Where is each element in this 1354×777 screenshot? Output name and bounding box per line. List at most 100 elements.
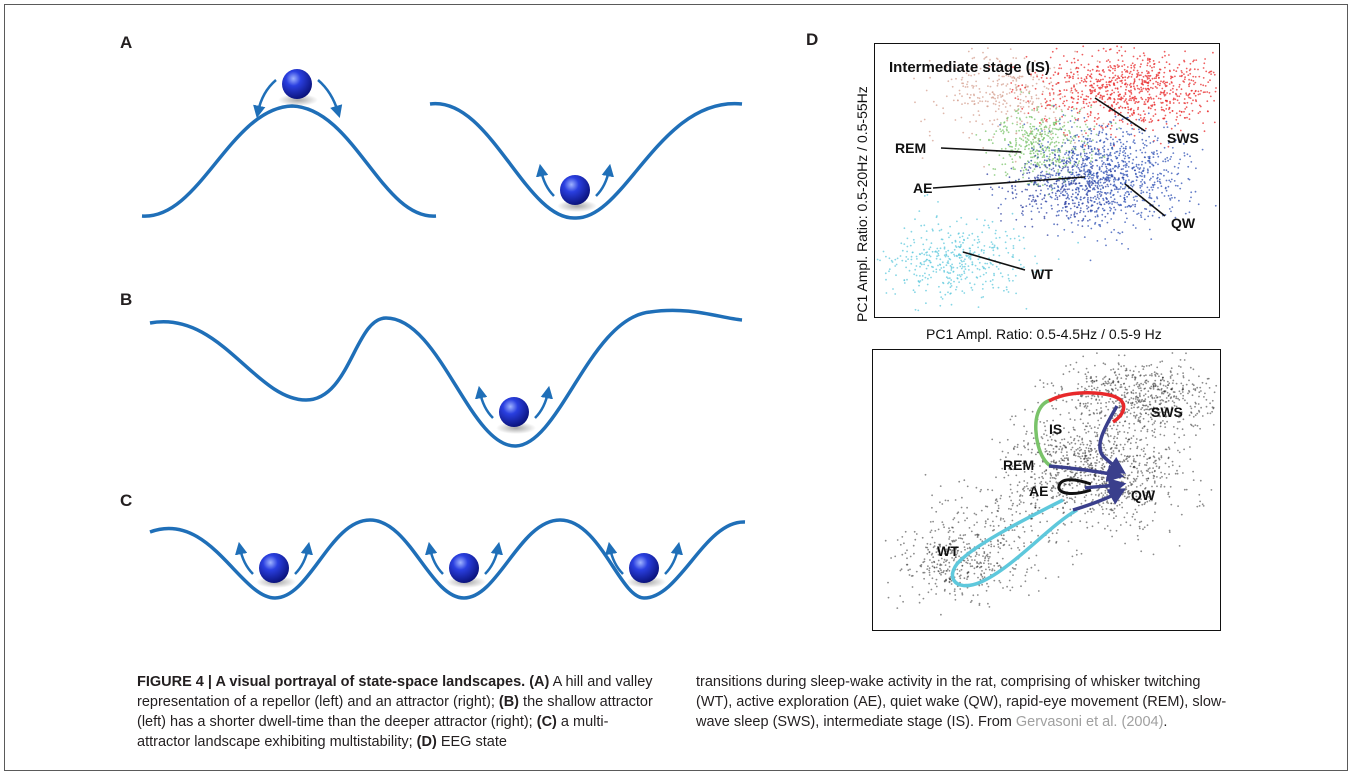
- scatter-point: [1085, 388, 1088, 391]
- scatter-point: [991, 91, 994, 93]
- scatter-point: [1110, 66, 1112, 69]
- scatter-point: [1114, 155, 1117, 158]
- scatter-point: [1109, 61, 1111, 63]
- scatter-point: [1116, 64, 1119, 66]
- scatter-point: [1128, 72, 1131, 75]
- scatter-point: [1046, 134, 1048, 137]
- scatter-point: [1077, 59, 1079, 62]
- scatter-point: [1046, 71, 1048, 74]
- scatter-point: [1197, 403, 1200, 405]
- scatter-point: [1131, 376, 1134, 379]
- scatter-point: [985, 272, 988, 274]
- scatter-point: [1097, 494, 1100, 497]
- scatter-point: [1055, 446, 1058, 448]
- scatter-point: [987, 47, 989, 49]
- scatter-point: [1164, 66, 1166, 69]
- scatter-point: [1153, 456, 1156, 459]
- scatter-point: [1087, 201, 1090, 204]
- scatter-point: [894, 265, 897, 267]
- scatter-point: [1057, 174, 1060, 177]
- scatter-point: [951, 526, 953, 529]
- scatter-point: [1055, 481, 1058, 484]
- scatter-point: [1146, 171, 1149, 174]
- scatter-point: [1031, 463, 1034, 466]
- scatter-point: [1116, 77, 1118, 80]
- scatter-point: [1183, 152, 1186, 154]
- scatter-point: [1111, 160, 1114, 163]
- scatter-point: [952, 99, 955, 102]
- scatter-point: [1074, 406, 1077, 408]
- scatter-point: [1159, 142, 1162, 145]
- scatter-point: [1070, 156, 1073, 159]
- scatter-point: [1160, 484, 1163, 486]
- scatter-point: [941, 261, 944, 264]
- scatter-point: [915, 255, 918, 258]
- scatter-point: [1096, 386, 1099, 389]
- scatter-point: [1114, 412, 1117, 415]
- scatter-point: [1000, 111, 1003, 113]
- scatter-point: [1183, 359, 1186, 361]
- scatter-point: [1060, 451, 1063, 454]
- scatter-point: [1002, 99, 1005, 101]
- scatter-point: [1090, 462, 1093, 465]
- scatter-point: [934, 250, 937, 253]
- scatter-point: [1055, 144, 1058, 147]
- scatter-point: [1106, 159, 1109, 161]
- scatter-point: [1121, 159, 1123, 162]
- scatter-point: [1153, 66, 1155, 68]
- scatter-point: [995, 130, 998, 132]
- scatter-point: [1039, 174, 1042, 177]
- scatter-point: [1107, 200, 1110, 203]
- scatter-point: [922, 243, 925, 246]
- scatter-point: [1005, 65, 1008, 67]
- scatter-point: [1149, 395, 1152, 397]
- scatter-point: [963, 265, 966, 268]
- scatter-point: [1074, 496, 1077, 499]
- scatter-point: [1104, 375, 1107, 378]
- scatter-point: [963, 292, 966, 294]
- scatter-point: [1100, 86, 1103, 89]
- scatter-point: [1095, 78, 1098, 81]
- scatter-point: [969, 68, 972, 71]
- scatter-point: [1071, 154, 1074, 157]
- scatter-point: [1040, 76, 1043, 79]
- scatter-point: [1070, 61, 1073, 64]
- scatter-point: [1125, 497, 1128, 500]
- scatter-point: [1043, 85, 1046, 88]
- scatter-point: [1101, 508, 1104, 511]
- scatter-point: [959, 275, 962, 278]
- scatter-point: [1130, 93, 1133, 95]
- scatter-point: [939, 485, 942, 487]
- scatter-point: [1046, 383, 1049, 385]
- scatter-point: [1085, 193, 1088, 196]
- scatter-point: [1090, 385, 1093, 387]
- scatter-point: [1127, 75, 1130, 78]
- scatter-point: [1033, 125, 1036, 128]
- scatter-point: [940, 267, 943, 269]
- scatter-point: [1168, 448, 1171, 450]
- scatter-point: [920, 120, 922, 123]
- scatter-point: [1178, 545, 1181, 547]
- scatter-point: [1084, 120, 1086, 123]
- scatter-point: [1041, 148, 1044, 150]
- scatter-point: [1128, 427, 1131, 429]
- scatter-point: [1159, 379, 1162, 382]
- scatter-point: [998, 104, 1001, 107]
- scatter-point: [1014, 196, 1017, 199]
- scatter-point: [1057, 186, 1060, 189]
- scatter-point: [1185, 352, 1187, 355]
- scatter-point: [1163, 82, 1166, 85]
- scatter-point: [1180, 88, 1183, 91]
- scatter-point: [885, 278, 887, 281]
- scatter-point: [1096, 69, 1098, 72]
- scatter-point: [962, 265, 964, 268]
- scatter-point: [1126, 512, 1128, 514]
- scatter-point: [1199, 386, 1202, 389]
- arrow-left-icon: [605, 541, 624, 575]
- scatter-point: [1104, 492, 1107, 494]
- scatter-point: [1128, 84, 1131, 86]
- scatter-point: [1043, 197, 1045, 200]
- scatter-point: [1163, 411, 1166, 414]
- scatter-point: [1157, 413, 1160, 416]
- scatter-point: [1080, 163, 1083, 166]
